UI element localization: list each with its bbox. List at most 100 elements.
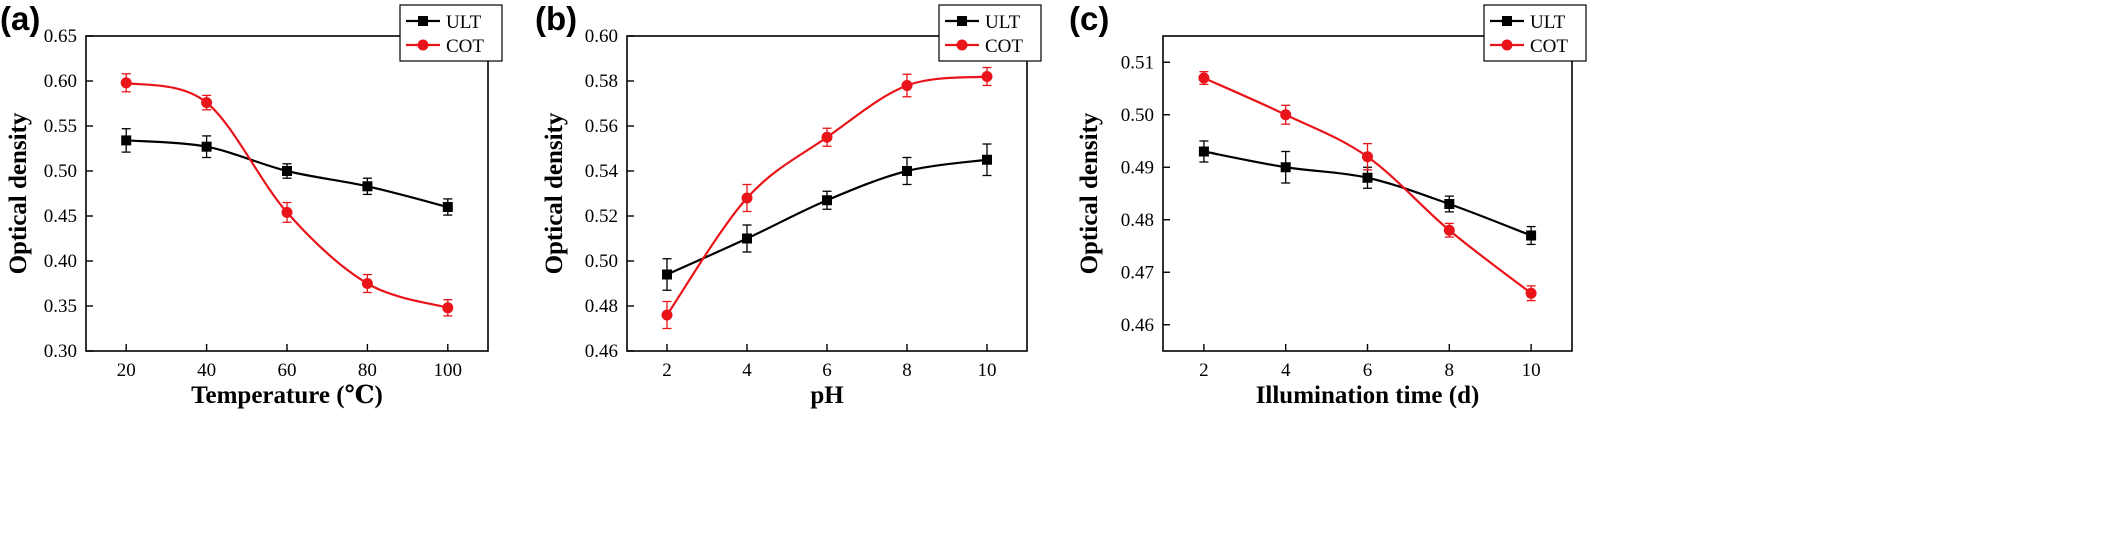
x-tick-label: 40 xyxy=(197,360,216,381)
data-point-square xyxy=(902,166,912,176)
panel-label: (a) xyxy=(0,0,40,37)
data-point-square xyxy=(1526,230,1537,241)
x-tick-label: 100 xyxy=(434,360,463,381)
data-point-square xyxy=(282,166,292,176)
legend-box xyxy=(1483,4,1587,62)
y-tick-label: 0.47 xyxy=(1121,262,1154,283)
legend-marker-circle xyxy=(956,39,968,51)
x-tick-label: 8 xyxy=(1445,360,1455,381)
chart-panel-3: (c) 2 4 6 8 10 0.46 0.47 0.48 0.49 0.50 0.51 Illumin… xyxy=(1069,0,1587,409)
legend-marker-square xyxy=(1502,16,1512,26)
data-point-circle xyxy=(201,97,213,109)
x-tick-label: 8 xyxy=(902,360,912,381)
legend-label: COT xyxy=(1530,36,1568,57)
x-tick-label: 2 xyxy=(1199,360,1209,381)
y-tick-label: 0.58 xyxy=(585,71,618,92)
x-tick-label: 2 xyxy=(662,360,672,381)
data-point-circle xyxy=(1443,224,1455,236)
legend-marker-square xyxy=(957,16,967,26)
series-ult xyxy=(121,128,453,216)
y-axis-title: Optical density xyxy=(541,112,568,274)
y-tick-label: 0.50 xyxy=(585,251,618,272)
x-tick-label: 4 xyxy=(742,360,752,381)
legend-box xyxy=(938,4,1042,62)
legend: ULT COT xyxy=(938,4,1042,62)
data-point-square xyxy=(201,141,212,152)
y-tick-label: 0.48 xyxy=(1121,210,1154,231)
data-point-square xyxy=(662,269,672,280)
data-point-square xyxy=(121,135,132,146)
data-point-square xyxy=(1444,199,1455,209)
y-tick-label: 0.35 xyxy=(44,296,77,317)
x-axis-title: Illumination time (d) xyxy=(1256,382,1480,409)
series-ult xyxy=(1198,140,1537,246)
data-point-circle xyxy=(1198,72,1210,84)
data-point-square xyxy=(1362,172,1373,183)
panel-label: (c) xyxy=(1069,0,1109,37)
data-point-circle xyxy=(661,309,673,321)
data-point-square xyxy=(982,154,992,165)
data-point-circle xyxy=(1362,151,1373,163)
y-tick-label: 0.60 xyxy=(44,71,77,92)
x-tick-label: 20 xyxy=(117,360,136,381)
legend: ULT COT xyxy=(399,4,503,62)
data-point-square xyxy=(442,202,453,212)
legend-marker-square xyxy=(418,16,428,26)
data-point-circle xyxy=(281,206,293,218)
data-point-circle xyxy=(361,278,373,289)
series-cot xyxy=(120,73,454,317)
y-tick-label: 0.40 xyxy=(44,251,77,272)
y-tick-label: 0.46 xyxy=(1121,315,1154,336)
y-tick-label: 0.50 xyxy=(1121,105,1154,126)
series-line-ult xyxy=(666,158,988,276)
series-cot xyxy=(1198,71,1537,302)
data-point-circle xyxy=(821,131,833,143)
panel-label: (b) xyxy=(535,0,577,37)
legend-marker-circle xyxy=(417,39,429,51)
legend-label: ULT xyxy=(985,12,1021,33)
y-tick-label: 0.60 xyxy=(585,26,618,47)
data-point-square xyxy=(822,195,832,206)
data-point-circle xyxy=(1525,287,1537,299)
legend-marker-circle xyxy=(1501,39,1513,51)
data-point-circle xyxy=(901,80,913,91)
data-point-circle xyxy=(981,71,993,82)
data-point-square xyxy=(1280,162,1291,173)
legend-box xyxy=(399,4,503,62)
x-tick-label: 4 xyxy=(1281,360,1291,381)
data-point-circle xyxy=(741,192,753,204)
data-point-square xyxy=(362,181,373,192)
x-tick-label: 10 xyxy=(1522,360,1541,381)
legend-label: ULT xyxy=(1530,12,1566,33)
y-tick-label: 0.65 xyxy=(44,26,77,47)
y-tick-label: 0.49 xyxy=(1121,157,1154,178)
y-tick-label: 0.52 xyxy=(585,206,618,227)
y-tick-label: 0.55 xyxy=(44,116,77,137)
legend: ULT COT xyxy=(1483,4,1587,62)
y-tick-label: 0.45 xyxy=(44,206,77,227)
y-axis-title: Optical density xyxy=(5,112,32,274)
legend-label: COT xyxy=(446,36,484,57)
y-tick-label: 0.46 xyxy=(585,341,618,362)
legend-label: COT xyxy=(985,36,1023,57)
y-tick-label: 0.48 xyxy=(585,296,618,317)
data-point-circle xyxy=(442,302,454,314)
x-axis-title: pH xyxy=(810,382,844,409)
x-tick-label: 60 xyxy=(278,360,297,381)
x-tick-label: 80 xyxy=(358,360,377,381)
data-point-circle xyxy=(1280,109,1292,121)
legend-label: ULT xyxy=(446,12,482,33)
y-axis-title: Optical density xyxy=(1076,112,1103,274)
chart-panel-2: (b) 2 4 6 8 10 0.46 0.48 0.50 0.52 0.54 0.56 0.58 0.6… xyxy=(535,0,1042,409)
data-point-circle xyxy=(120,77,132,89)
plot-frame xyxy=(1162,35,1573,352)
y-tick-label: 0.54 xyxy=(585,161,619,182)
series-cot xyxy=(661,66,993,330)
x-tick-label: 6 xyxy=(1363,360,1373,381)
data-point-square xyxy=(742,233,752,244)
x-tick-label: 10 xyxy=(978,360,997,381)
y-tick-label: 0.30 xyxy=(44,341,77,362)
series-ult xyxy=(662,143,992,291)
y-tick-label: 0.56 xyxy=(585,116,618,137)
